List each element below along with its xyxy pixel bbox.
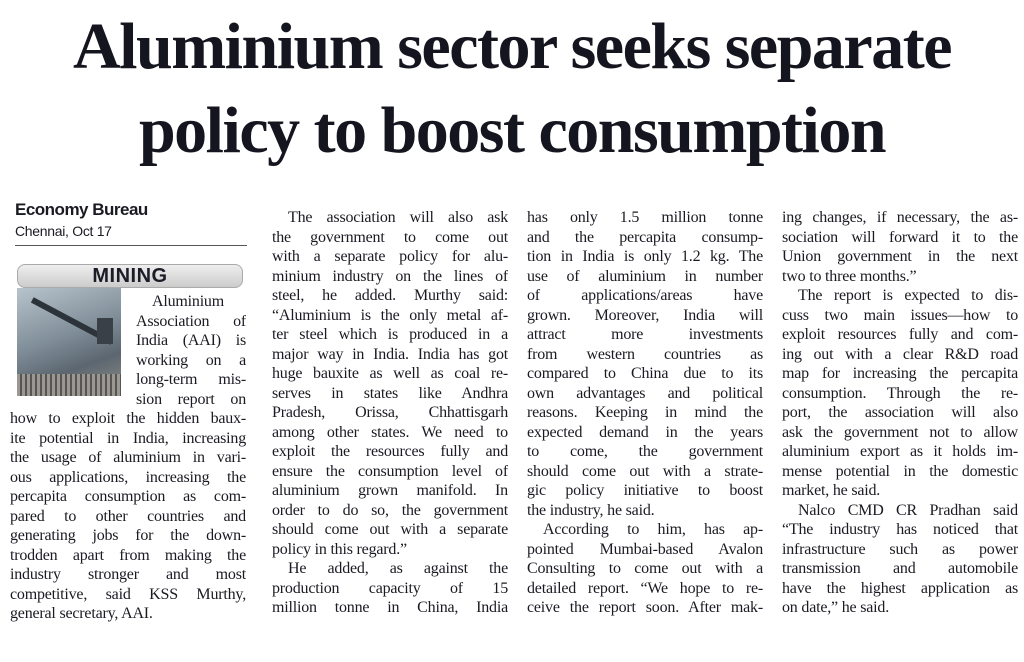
article-text-line: “The industry has noticed that (782, 521, 1018, 538)
article-text-line: two to three months.” (782, 267, 917, 285)
article-column-1: Aluminium Association of India (AAI) is wor… (10, 292, 246, 624)
article-text-line: detailed report. “We hope to re- (527, 579, 763, 597)
article-text-line: trodden apart from making the (10, 546, 246, 564)
article-text-line: According to him, has ap- (543, 521, 763, 538)
article-text-line: tion in India is only 1.2 kg. The (527, 248, 763, 265)
article-text-line: industry stronger and most (10, 566, 246, 583)
article-text-line: consumption. Through the re- (782, 384, 1018, 402)
byline-dateline: Chennai, Oct 17 (15, 223, 112, 239)
article-text-line: He added, as against the (288, 560, 508, 577)
article-text-line: pared to other countries and (10, 507, 246, 525)
article-text-line: long-term mis- (136, 371, 246, 388)
article-text-line: own advantages and political (527, 384, 763, 402)
article-text-line: ous applications, increasing the (10, 468, 246, 486)
article-text-line: the usage of aluminium in vari- (10, 449, 246, 466)
article-text-line: Pradesh, Orissa, Chhattisgarh (272, 404, 508, 421)
headline-line-2: policy to boost consumption (138, 94, 887, 167)
article-text-line: grown. Moreover, India will (527, 306, 763, 324)
article-text-line: percapita consumption as com- (10, 488, 246, 505)
article-text-line: ing changes, if necessary, the as- (782, 209, 1018, 226)
article-text-line: working on a (136, 351, 246, 369)
article-text-line: should come out with a separate (272, 521, 508, 538)
byline-author: Economy Bureau (15, 200, 148, 219)
article-text-line: Nalco CMD CR Pradhan said (798, 501, 1018, 519)
byline: Economy Bureau Chennai, Oct 17 (15, 200, 247, 246)
article-text-line: huge bauxite as well as coal re- (272, 365, 508, 382)
mining-excavator-photo (17, 288, 121, 396)
article-text-line: Union government in the next (782, 248, 1018, 265)
article-text-line: compared to China due to its (527, 365, 763, 382)
article-text-line: Consulting to come out with a (527, 560, 763, 577)
article-text-line: aluminium export as it holds im- (782, 443, 1018, 460)
article-text-line: attract more investments (527, 326, 763, 343)
article-text-line: port, the association will also (782, 404, 1018, 421)
article-text-line: among other states. We need to (272, 423, 508, 441)
article-text-line: reasons. Keeping in mind the (527, 404, 763, 421)
excavator-bucket (97, 318, 113, 344)
article-text-line: ite potential in India, increasing (10, 429, 246, 447)
article-text-line: gic policy initiative to boost (527, 482, 763, 499)
article-text-line: serves in states like Andhra (272, 384, 508, 402)
article-text-line: expected demand in the years (527, 423, 763, 441)
article-text-line: minium industry on the lines of (272, 267, 508, 285)
article-text-line: with a separate policy for alu- (272, 248, 508, 265)
article-text-line: exploit the resources fully and (272, 443, 508, 460)
article-text-line: “Aluminium is the only metal af- (272, 306, 508, 324)
article-text-line: has only 1.5 million tonne (527, 209, 763, 226)
article-text-line: exploit resources fully and com- (782, 326, 1018, 343)
article-text-line: ceive the report soon. After mak- (527, 599, 763, 616)
rubble (17, 374, 121, 396)
article-text-line: ing out with a clear R&D road (782, 345, 1018, 363)
article-text-line: The association will also ask (288, 209, 508, 226)
article-text-line: the industry, he said. (527, 501, 655, 519)
article-text-line: transmission and automobile (782, 560, 1018, 577)
article-text-line: to come, the government (527, 443, 763, 460)
article-text-line: map for increasing the percapita (782, 365, 1018, 382)
article-text-line: the government to come out (272, 228, 508, 246)
article-text-line: The report is expected to dis- (798, 287, 1018, 304)
article-text-line: policy in this regard.” (272, 540, 407, 558)
article-text-line: general secretary, AAI. (10, 605, 153, 622)
article-text-line: production capacity of 15 (272, 579, 508, 597)
article-text-line: ensure the consumption level of (272, 462, 508, 480)
headline-line-1: Aluminium sector seeks separate (72, 10, 953, 83)
article-text-line: from western countries as (527, 345, 763, 363)
article-text-line: sion report on (136, 390, 246, 408)
article-text-line: how to exploit the hidden baux- (10, 410, 246, 427)
article-column-4: ing changes, if necessary, the as-sociat… (782, 208, 1018, 618)
article-text-line: major way in India. India has got (272, 345, 508, 363)
article-text-line: sociation will forward it to the (782, 228, 1018, 246)
article-text-line: cuss two main issues—how to (782, 306, 1018, 324)
article-text-line: ask the government not to allow (782, 423, 1018, 441)
article-text-line: pointed Mumbai-based Avalon (527, 540, 763, 558)
article-text-line: on date,” he said. (782, 599, 890, 616)
article-text-line: Aluminium (152, 293, 224, 310)
article-text-line: ter steel which is produced in a (272, 326, 508, 343)
article-column-2: The association will also ask the governm… (272, 208, 508, 618)
article-column-3: has only 1.5 million tonne and the percap… (527, 208, 763, 618)
byline-divider (15, 245, 247, 246)
article-text-line: aluminium grown manifold. In (272, 482, 508, 499)
article-text-line: million tonne in China, India (272, 599, 508, 616)
article-text-line: market, he said. (782, 482, 881, 499)
article-text-line: steel, he added. Murthy said: (272, 287, 508, 304)
article-text-line: of applications/areas have (527, 287, 763, 304)
article-text-line: have the highest application as (782, 579, 1018, 597)
article-text-line: Association of (136, 312, 246, 330)
article-text-line: competitive, said KSS Murthy, (10, 585, 246, 603)
article-text-line: order to do so, the government (272, 501, 508, 519)
article-text-line: infrastructure such as power (782, 540, 1018, 558)
article-text-line: and the percapita consump- (527, 228, 763, 246)
article-text-line: India (AAI) is (136, 332, 246, 349)
article-text-line: use of aluminium in number (527, 267, 763, 285)
article-text-line: generating jobs for the down- (10, 527, 246, 544)
article-text-line: mense potential in the domestic (782, 462, 1018, 480)
article-text-line: should come out with a strate- (527, 462, 763, 480)
section-label: MINING (17, 264, 243, 288)
